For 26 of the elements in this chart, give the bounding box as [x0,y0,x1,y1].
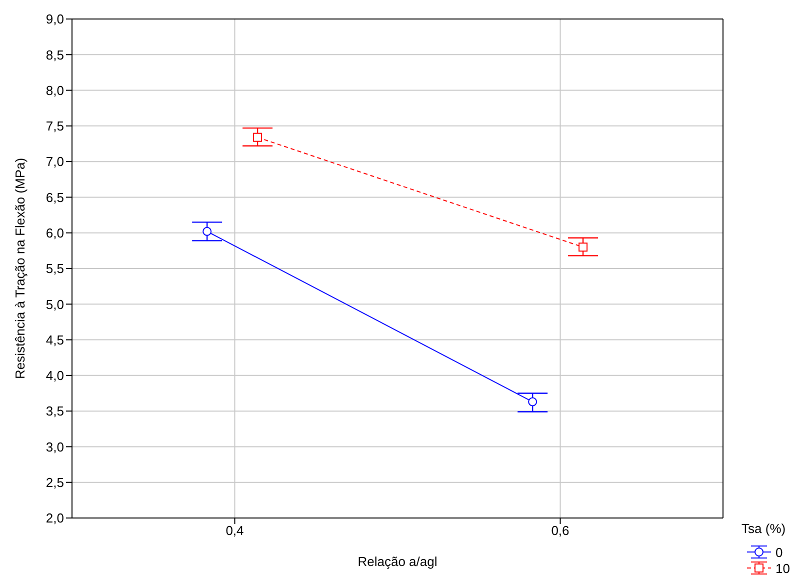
y-tick-label: 8,0 [46,82,64,98]
legend-title: Tsa (%) [742,521,787,536]
y-tick-label: 8,5 [46,47,64,62]
y-tick-label: 6,0 [46,225,64,240]
y-tick-label: 4,0 [46,368,64,384]
y-tick-label: 9,0 [46,12,64,27]
point [578,242,588,252]
y-tick-label: 7,5 [46,118,64,134]
y-tick-label: 3,0 [46,439,64,454]
point [253,132,262,142]
y-tick-label: 3,5 [46,404,64,419]
point [528,397,538,406]
x-axis-title: Relação a/agl [358,554,438,569]
y-tick-label: 5,5 [46,261,64,276]
y-tick-label: 5,0 [46,296,64,312]
y-tick-label: 2,5 [46,474,64,490]
y-tick-label: 6,5 [46,190,64,205]
x-tick-label: 0,4 [226,523,244,538]
legend-label: 10 [776,560,790,576]
y-axis-title: Resistência à Tração na Flexão (MPa) [12,158,28,380]
y-tick-label: 7,0 [46,154,64,170]
y-tick-label: 2,0 [46,510,64,526]
y-tick-label: 4,5 [46,332,64,348]
x-tick-label: 0,6 [551,523,570,538]
legend-label: 0 [776,544,783,560]
point [202,226,212,236]
